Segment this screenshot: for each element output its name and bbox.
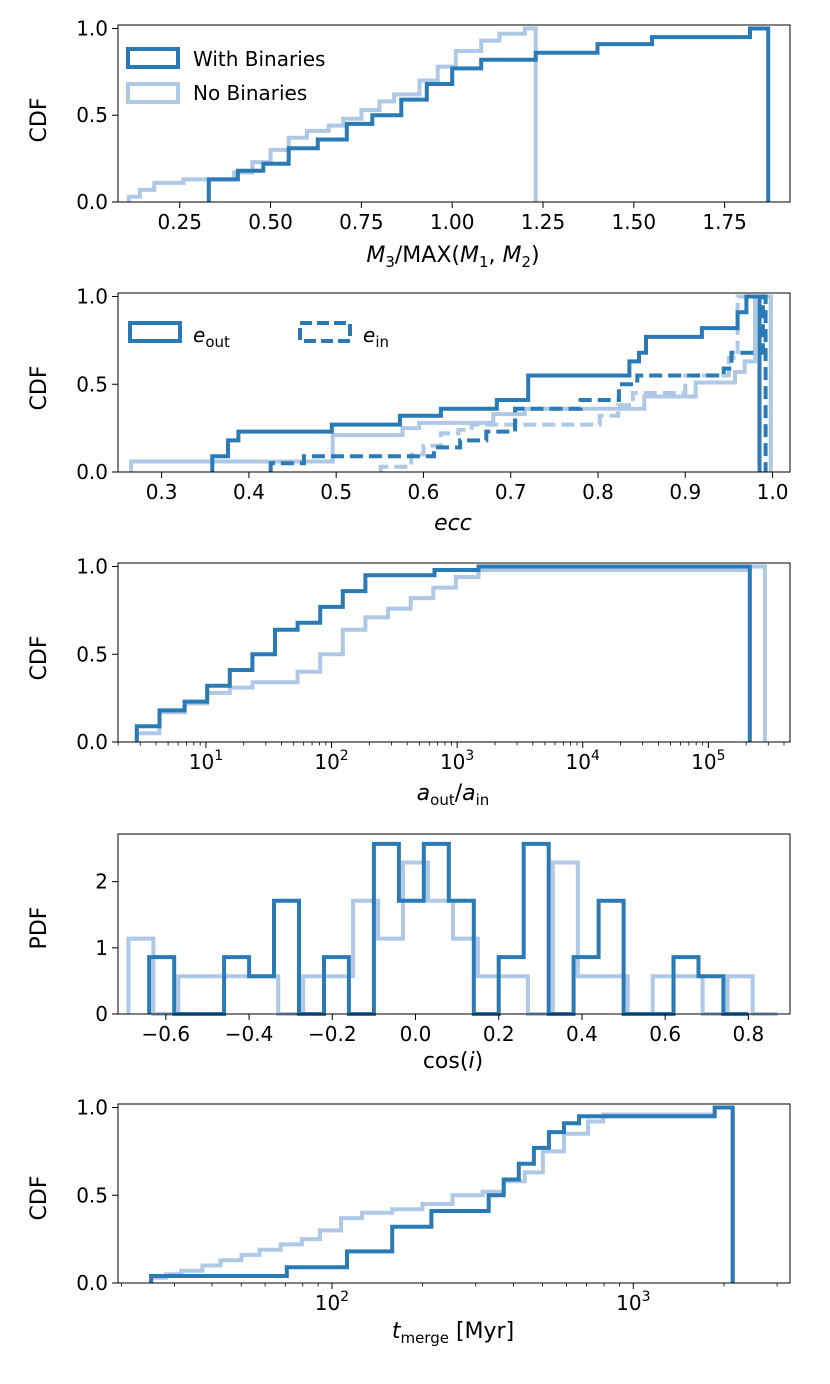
x-tick-label: 101 [189, 748, 223, 774]
y-tick-label: 1.0 [76, 555, 108, 579]
x-tick-label: 0.50 [248, 210, 293, 234]
legend: With Binaries No Binaries [126, 47, 325, 105]
x-tick-label: 0.2 [483, 1022, 515, 1046]
y-axis-label: PDF [27, 907, 52, 950]
y-axis-label: CDF [27, 636, 52, 681]
series-line-no-binaries [126, 860, 778, 1016]
x-axis-label: ecc [434, 511, 472, 536]
x-tick-label: 0.0 [400, 1022, 432, 1046]
x-tick-label: 0.3 [146, 480, 178, 504]
panel-merge-time-cdf: 0.0 0.5 1.0 102 103 CDF tmerge [Myr] [27, 1096, 791, 1347]
y-tick-label: 0 [95, 1002, 108, 1026]
x-tick-label: 0.4 [233, 480, 265, 504]
y-tick-label: 0.0 [76, 730, 108, 754]
x-tick-label: 1.50 [612, 210, 657, 234]
legend-label-with-binaries: With Binaries [193, 47, 325, 71]
x-tick-label: 0.8 [582, 480, 614, 504]
y-axis-label: CDF [27, 366, 52, 411]
x-tick-label: 0.9 [669, 480, 701, 504]
y-tick-label: 0.0 [76, 1271, 108, 1295]
series-line-no-binaries [149, 1105, 735, 1283]
y-tick-label: 1 [95, 936, 108, 960]
x-tick-label: 102 [315, 1289, 349, 1315]
series-line-e-in [268, 294, 768, 472]
x-tick-label: −0.2 [308, 1022, 357, 1046]
y-tick-label: 0.5 [76, 1183, 108, 1207]
x-tick-label: 0.75 [339, 210, 384, 234]
y-tick-label: 1.0 [76, 16, 108, 40]
x-tick-label: 105 [691, 748, 725, 774]
series-line-with-binaries [147, 841, 749, 1016]
x-tick-label: 104 [566, 748, 600, 774]
x-tick-label: 0.6 [649, 1022, 681, 1046]
series-line-with-binaries [149, 1105, 735, 1283]
x-tick-label: 1.00 [430, 210, 475, 234]
y-axis-label: CDF [27, 98, 52, 143]
y-tick-label: 2 [95, 870, 108, 894]
x-tick-label: 0.7 [495, 480, 527, 504]
x-tick-label: 0.4 [566, 1022, 598, 1046]
x-tick-label: 0.25 [157, 210, 202, 234]
x-axis-label: cos(i) [423, 1049, 483, 1074]
series-line-e-out [210, 294, 762, 472]
legend-swatch-e-in [298, 321, 352, 343]
series-line-no-binaries [126, 26, 538, 202]
y-axis-label: CDF [27, 1176, 52, 1221]
x-tick-label: 0.5 [320, 480, 352, 504]
y-tick-label: 0.0 [76, 190, 108, 214]
x-axis-label: tmerge [Myr] [392, 1319, 514, 1347]
x-tick-label: −0.4 [225, 1022, 274, 1046]
y-tick-label: 1.0 [76, 285, 108, 309]
y-tick-label: 0.5 [76, 642, 108, 666]
y-tick-label: 0.0 [76, 460, 108, 484]
y-tick-label: 0.5 [76, 372, 108, 396]
plot-frame [117, 562, 791, 743]
panel-eccentricity-cdf: 0.0 0.5 1.0 0.3 0.4 0.5 0.6 0.7 0.8 0.9 1.0 CDF ec… [27, 285, 791, 536]
legend-label-no-binaries: No Binaries [193, 81, 307, 105]
legend-swatch-with-binaries [126, 47, 180, 69]
series-line-with-binaries [134, 564, 752, 742]
y-tick-label: 1.0 [76, 1096, 108, 1120]
panel-inclination-pdf: 0 1 2 −0.6 −0.4 −0.2 0.0 0.2 0.4 0.6 0.8 PDF cos(i… [27, 833, 791, 1074]
x-tick-label: 1.25 [521, 210, 566, 234]
plot-frame [117, 24, 791, 203]
x-axis-label: M3/MAX(M1, M2) [366, 243, 539, 271]
plot-frame [117, 1103, 791, 1284]
series-line-no-binaries [134, 564, 767, 742]
plot-frame [117, 833, 791, 1015]
panel-mass-ratio-cdf: 0.0 0.5 1.0 0.25 0.50 0.75 1.00 1.25 1.50 1.75 CD… [27, 16, 791, 271]
x-tick-label: −0.6 [142, 1022, 191, 1046]
legend: eout ein [128, 321, 389, 351]
y-tick-label: 0.5 [76, 103, 108, 127]
plot-frame [117, 292, 791, 473]
series-line-no-binaries-e-in [378, 294, 773, 472]
x-tick-label: 0.8 [732, 1022, 764, 1046]
x-tick-label: 103 [440, 748, 474, 774]
legend-swatch-e-out [128, 321, 182, 343]
x-tick-label: 1.75 [702, 210, 747, 234]
legend-swatch-no-binaries [126, 82, 180, 104]
series-line-with-binaries [206, 26, 771, 202]
x-tick-label: 0.6 [408, 480, 440, 504]
x-tick-label: 1.0 [757, 480, 789, 504]
x-axis-label: aout/ain [417, 781, 490, 809]
series-line-no-binaries-e-out [129, 294, 773, 472]
x-tick-label: 103 [616, 1289, 650, 1315]
legend-label-e-out: eout [193, 323, 230, 351]
panel-axis-ratio-cdf: 0.0 0.5 1.0 101 102 103 104 105 CDF aout/ain [27, 555, 791, 809]
legend-label-e-in: ein [363, 323, 389, 351]
x-tick-label: 102 [314, 748, 348, 774]
